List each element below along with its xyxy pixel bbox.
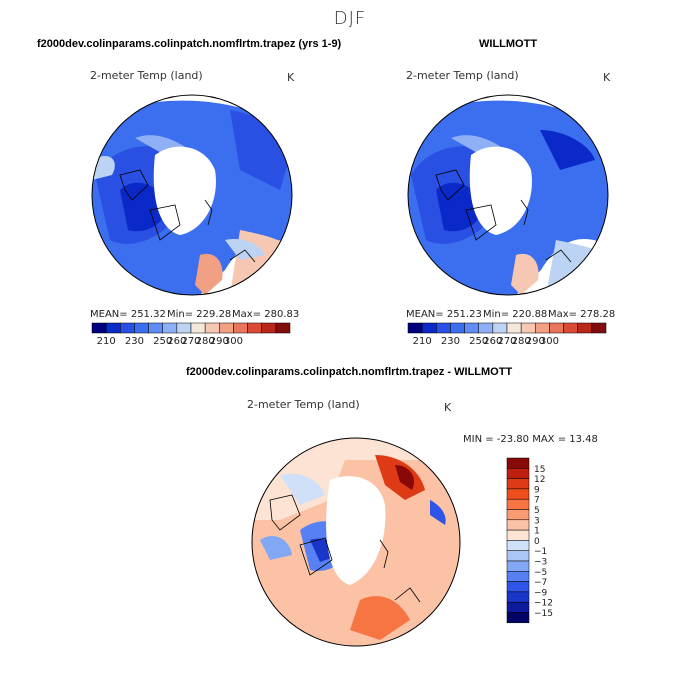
- observations-colorbar-box: [577, 322, 593, 334]
- observations-colorbar-box: [591, 322, 607, 334]
- model-colorbar-box: [176, 322, 192, 334]
- model-colorbar-box: [275, 322, 291, 334]
- difference-map: [251, 437, 461, 647]
- observations-colorbar-box: [421, 322, 437, 334]
- difference-colorbar-box: [506, 560, 530, 572]
- difference-colorbar-label: −7: [534, 578, 547, 588]
- right-min: Min= 220.88: [483, 309, 548, 320]
- difference-colorbar-label: −15: [534, 609, 553, 619]
- difference-colorbar-box: [506, 488, 530, 500]
- difference-colorbar-label: 15: [534, 465, 545, 475]
- observations-colorbar-tick-label: 260: [483, 336, 502, 347]
- difference-colorbar-box: [506, 509, 530, 521]
- difference-colorbar-label: −3: [534, 558, 547, 568]
- panel-left-title: f2000dev.colinparams.colinpatch.nomflrtm…: [37, 38, 342, 50]
- difference-colorbar-label: −1: [534, 547, 547, 557]
- model-colorbar-tick-label: 210: [97, 336, 116, 347]
- season-title: DJF: [333, 8, 367, 29]
- observations-colorbar-box: [549, 322, 564, 334]
- observations-colorbar-box: [563, 322, 578, 334]
- difference-colorbar-box: [506, 571, 530, 582]
- right-units-label: K: [603, 71, 611, 84]
- difference-colorbar-box: [506, 601, 530, 613]
- observations-colorbar-box: [464, 322, 479, 334]
- difference-colorbar-box: [506, 468, 530, 479]
- observations-colorbar-tick-label: 250: [469, 336, 488, 347]
- difference-colorbar-label: 12: [534, 475, 545, 485]
- observations-colorbar-tick-label: 290: [526, 336, 545, 347]
- diff-minmax: MIN = -23.80 MAX = 13.48: [463, 434, 598, 445]
- difference-colorbar-label: 9: [534, 485, 540, 495]
- model-colorbar-box: [190, 322, 206, 334]
- observations-colorbar-box: [535, 322, 550, 334]
- model-colorbar-box: [148, 322, 163, 334]
- difference-colorbar-box: [506, 591, 530, 603]
- difference-colorbar-label: 1: [534, 527, 540, 537]
- difference-colorbar-box: [506, 612, 530, 624]
- difference-colorbar-box: [506, 540, 530, 551]
- difference-colorbar-box: [506, 581, 530, 593]
- observations-colorbar-box: [506, 322, 522, 334]
- panel-right-title: WILLMOTT: [479, 38, 538, 50]
- observations-colorbar-tick-label: 230: [441, 336, 460, 347]
- left-variable-label: 2-meter Temp (land): [90, 69, 203, 82]
- difference-colorbar-label: −12: [534, 599, 553, 609]
- observations-colorbar-box: [436, 322, 451, 334]
- left-max: Max= 280.83: [232, 309, 300, 320]
- model-colorbar-tick-label: 300: [224, 336, 243, 347]
- difference-colorbar-label: 7: [534, 496, 540, 506]
- observations-colorbar-tick-label: 300: [540, 336, 559, 347]
- model-colorbar-tick-label: 250: [153, 336, 172, 347]
- model-colorbar-box: [120, 322, 135, 334]
- left-units-label: K: [287, 71, 295, 84]
- difference-colorbar-label: 5: [534, 506, 540, 516]
- panel-diff-title: f2000dev.colinparams.colinpatch.nomflrtm…: [186, 366, 513, 378]
- observations-colorbar-box: [492, 322, 508, 334]
- model-colorbar-tick-label: 280: [196, 336, 215, 347]
- difference-colorbar-label: −5: [534, 568, 547, 578]
- difference-colorbar-label: 0: [534, 537, 540, 547]
- difference-colorbar-label: 3: [534, 516, 540, 526]
- observations-colorbar-box: [450, 322, 465, 334]
- observations-colorbar-box: [407, 322, 423, 334]
- left-mean: MEAN= 251.32: [90, 309, 166, 320]
- difference-colorbar-box: [506, 498, 530, 510]
- model-colorbar-tick-label: 260: [167, 336, 186, 347]
- difference-colorbar-box: [506, 478, 530, 490]
- model-colorbar-tick-label: 290: [210, 336, 229, 347]
- model-colorbar-tick-label: 230: [125, 336, 144, 347]
- observations-colorbar-tick-label: 270: [497, 336, 516, 347]
- diff-variable-label: 2-meter Temp (land): [247, 398, 360, 411]
- model-colorbar-box: [219, 322, 234, 334]
- observations-colorbar-box: [520, 322, 536, 334]
- model-colorbar-box: [247, 322, 262, 334]
- difference-colorbar-label: −9: [534, 588, 548, 598]
- right-max: Max= 278.28: [548, 309, 616, 320]
- difference-colorbar-box: [506, 529, 530, 541]
- model-colorbar-box: [233, 322, 248, 334]
- model-colorbar-box: [162, 322, 178, 334]
- diff-units-label: K: [444, 401, 452, 414]
- observations-colorbar-tick-label: 280: [512, 336, 531, 347]
- right-mean: MEAN= 251.23: [406, 309, 482, 320]
- left-min: Min= 229.28: [167, 309, 232, 320]
- difference-colorbar-box: [506, 519, 530, 531]
- difference-colorbar-box: [506, 550, 530, 562]
- model-colorbar-box: [134, 322, 149, 334]
- model-colorbar-box: [91, 322, 107, 334]
- model-colorbar-box: [105, 322, 121, 334]
- observations-colorbar-tick-label: 210: [413, 336, 432, 347]
- model-colorbar-tick-label: 270: [181, 336, 200, 347]
- model-colorbar-box: [204, 322, 220, 334]
- observations-colorbar-box: [478, 322, 494, 334]
- model-map: [91, 94, 293, 296]
- observations-map: [407, 94, 609, 296]
- right-variable-label: 2-meter Temp (land): [406, 69, 519, 82]
- model-colorbar-box: [261, 322, 277, 334]
- difference-colorbar-box: [506, 457, 530, 469]
